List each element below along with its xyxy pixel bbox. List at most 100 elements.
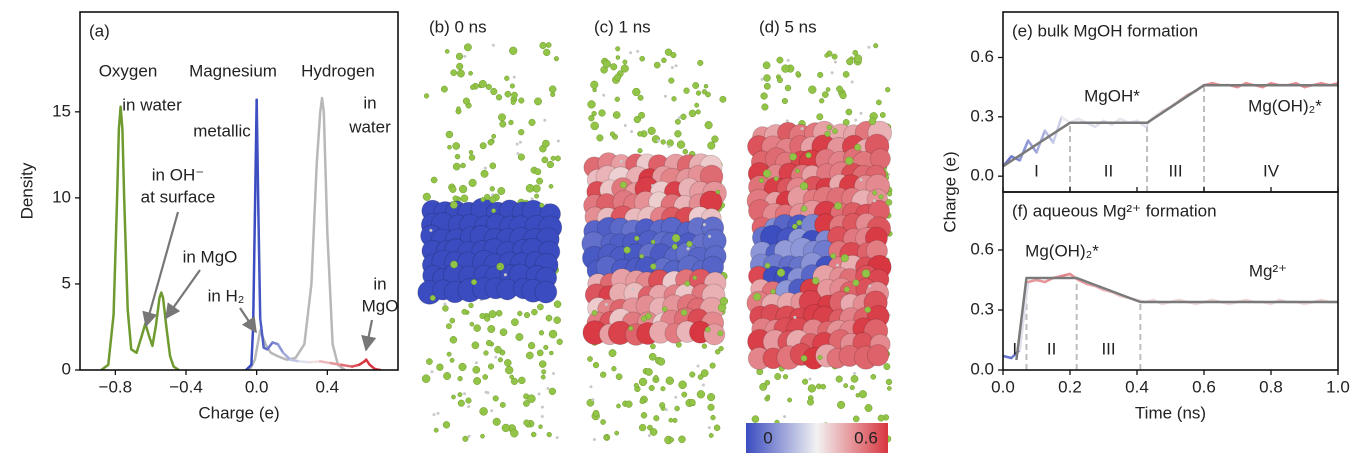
hydrogen-atom [851,81,854,84]
oxygen-atom [593,362,599,368]
oxygen-atom [526,184,534,192]
oxygen-atom [621,65,629,73]
hydrogen-atom [437,412,440,415]
oxygen-atom [714,425,720,431]
annotation: in H₂ [208,286,245,305]
oxygen-atom [616,374,622,380]
oxygen-atom [589,115,595,121]
line-segment [1028,280,1036,282]
oxygen-atom [528,342,535,349]
oxygen-atom [876,100,881,105]
oxygen-atom [880,112,885,117]
oxygen-atom [672,96,677,101]
oxygen-atom [650,264,656,270]
oxygen-atom [453,196,458,201]
oxygen-atom [424,94,429,99]
oxygen-atom [840,92,847,99]
annotation: in [363,93,376,112]
oxygen-atom [884,363,890,369]
oxygen-atom [527,395,535,403]
oxygen-atom [712,136,719,143]
oxygen-atom [540,42,547,49]
oxygen-atom [837,401,845,409]
oxygen-atom [807,399,813,405]
oxygen-atom [818,355,822,359]
oxygen-atom [635,236,640,241]
oxygen-atom [800,182,808,190]
oxygen-atom [827,125,832,130]
oxygen-atom [451,70,457,76]
annotation: in [373,274,386,293]
hydrogen-atom [433,413,436,416]
oxygen-atom [549,184,553,188]
oxygen-atom [808,86,816,94]
oxygen-atom [592,310,597,315]
oxygen-atom [705,121,713,129]
oxygen-atom [637,131,642,136]
oxygen-atom [474,325,481,332]
oxygen-atom [640,56,645,61]
oxygen-atom [698,60,704,66]
oxygen-atom [640,399,645,404]
hydrogen-atom [868,285,871,288]
oxygen-atom [549,388,556,395]
x-tick-label: 0.8 [1259,377,1283,396]
oxygen-atom [593,410,599,416]
oxygen-atom [458,376,463,381]
oxygen-atom [461,163,466,168]
hydrogen-atom [513,76,516,79]
hydrogen-atom [494,356,497,359]
annotation: MgOH* [1084,86,1140,105]
hydrogen-atom [854,119,857,122]
oxygen-atom [554,56,559,61]
oxygen-atom [483,374,488,379]
oxygen-atom [445,49,449,53]
y-tick-label: 0.6 [970,239,994,258]
x-axis-label: Charge (e) [198,403,279,422]
oxygen-atom [638,112,644,118]
oxygen-atom [498,187,505,194]
oxygen-atom [509,120,514,125]
oxygen-atom [822,92,828,98]
oxygen-atom [496,310,502,316]
data-line [101,107,179,370]
hydrogen-atom [475,361,478,364]
oxygen-atom [763,170,771,178]
hydrogen-atom [620,160,623,163]
oxygen-atom [661,386,666,391]
oxygen-atom [641,316,646,321]
oxygen-atom [682,392,687,397]
oxygen-atom [447,352,451,356]
oxygen-atom [437,364,444,371]
line-segment [260,318,264,347]
x-tick-label: 0.0 [991,377,1015,396]
series-label: Magnesium [189,61,277,80]
oxygen-atom [844,383,848,387]
hydrogen-atom [629,51,632,54]
oxygen-atom [705,327,710,332]
oxygen-atom [845,157,853,165]
oxygen-atom [524,420,530,426]
oxygen-atom [711,415,716,420]
oxygen-atom [659,402,665,408]
figure: (b) 0 ns(c) 1 ns(d) 5 ns00.6OxygenHydrog… [0,0,1352,455]
hydrogen-atom [590,385,593,388]
oxygen-atom [825,54,829,58]
oxygen-atom [693,276,697,280]
oxygen-atom [500,402,505,407]
oxygen-atom [812,278,819,285]
oxygen-atom [675,406,680,411]
oxygen-atom [443,421,450,428]
hydrogen-atom [486,391,489,394]
oxygen-atom [430,295,435,300]
oxygen-atom [431,177,437,183]
line-segment [1062,274,1070,276]
oxygen-atom [519,98,525,104]
annotation: in OH⁻ [152,165,204,184]
oxygen-atom [490,196,496,202]
hydrogen-atom [492,44,495,47]
oxygen-atom [885,87,890,92]
atom-sphere [867,345,888,366]
oxygen-atom [455,154,460,159]
oxygen-atom [854,55,862,63]
